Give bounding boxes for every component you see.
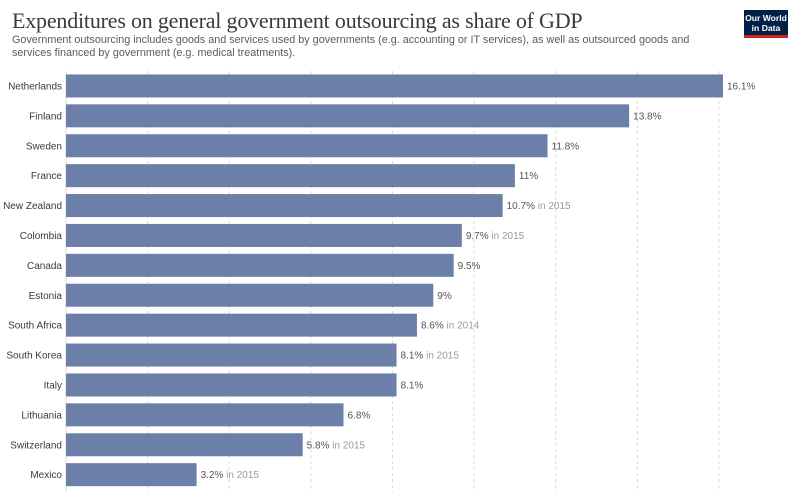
value-label: 16.1%	[727, 81, 755, 92]
value-label: 5.8% in 2015	[307, 440, 366, 451]
logo-line-2: in Data	[751, 22, 781, 33]
bar[interactable]	[66, 74, 723, 98]
chart-title: Expenditures on general government outso…	[12, 8, 583, 33]
value-label: 3.2% in 2015	[201, 470, 260, 481]
value-label: 9.7% in 2015	[466, 231, 525, 242]
value-label: 9%	[437, 291, 452, 302]
category-label: Finland	[29, 111, 62, 122]
bar-row[interactable]: France 11%	[31, 164, 538, 188]
bar-row[interactable]: Estonia 9%	[29, 283, 452, 307]
bar[interactable]	[66, 463, 197, 487]
bar[interactable]	[66, 403, 344, 427]
value-label: 10.7% in 2015	[507, 201, 571, 212]
bar-row[interactable]: Sweden 11.8%	[26, 134, 580, 158]
bar-row[interactable]: Finland 13.8%	[29, 104, 662, 128]
value-label: 9.5%	[458, 261, 481, 272]
category-label: South Africa	[8, 321, 62, 332]
chart-subtitle: Government outsourcing includes goods an…	[12, 34, 690, 59]
bars: Netherlands 16.1% Finland 13.8% Sweden 11.8% F…	[3, 74, 755, 487]
bar[interactable]	[66, 253, 454, 277]
value-label: 13.8%	[633, 111, 661, 122]
bar-row[interactable]: Canada 9.5%	[27, 253, 481, 277]
bar[interactable]	[66, 223, 462, 247]
logo-stripe	[744, 35, 788, 38]
category-label: Sweden	[26, 141, 62, 152]
year-note: in 2015	[535, 201, 571, 212]
year-note: in 2014	[444, 321, 480, 332]
bar[interactable]	[66, 194, 503, 218]
bar-row[interactable]: Netherlands 16.1%	[8, 74, 755, 98]
bar[interactable]	[66, 373, 397, 397]
bar[interactable]	[66, 313, 417, 337]
category-label: Lithuania	[21, 410, 62, 421]
logo-line-1: Our World	[745, 13, 787, 23]
value-label: 6.8%	[347, 410, 370, 421]
category-label: Colombia	[20, 231, 63, 242]
category-label: Switzerland	[10, 440, 62, 451]
year-note: in 2015	[489, 231, 525, 242]
category-label: Italy	[44, 380, 62, 391]
bar-row[interactable]: Lithuania 6.8%	[21, 403, 370, 427]
bar[interactable]	[66, 164, 515, 188]
bar-row[interactable]: Colombia 9.7% in 2015	[20, 223, 525, 247]
category-label: Estonia	[29, 291, 63, 302]
bar-row[interactable]: South Africa 8.6% in 2014	[8, 313, 480, 337]
value-label: 8.1%	[401, 380, 424, 391]
year-note: in 2015	[423, 351, 459, 362]
bar-row[interactable]: Switzerland 5.8% in 2015	[10, 433, 366, 457]
category-label: South Korea	[6, 351, 62, 362]
grid-lines	[65, 71, 720, 492]
bar-row[interactable]: South Korea 8.1% in 2015	[6, 343, 460, 367]
value-label: 8.1% in 2015	[401, 351, 460, 362]
category-label: New Zealand	[3, 201, 62, 212]
year-note: in 2015	[329, 440, 365, 451]
category-label: France	[31, 171, 63, 182]
category-label: Mexico	[30, 470, 62, 481]
bar[interactable]	[66, 433, 303, 457]
bar-row[interactable]: New Zealand 10.7% in 2015	[3, 194, 571, 218]
value-label: 11%	[519, 171, 538, 182]
our-world-in-data-logo[interactable]: Our World in Data	[744, 10, 788, 38]
bar[interactable]	[66, 134, 548, 158]
bar[interactable]	[66, 104, 630, 128]
bar-row[interactable]: Italy 8.1%	[44, 373, 424, 397]
value-label: 8.6% in 2014	[421, 321, 480, 332]
bar[interactable]	[66, 283, 434, 307]
category-label: Canada	[27, 261, 62, 272]
category-label: Netherlands	[8, 81, 62, 92]
bar-row[interactable]: Mexico 3.2% in 2015	[30, 463, 260, 487]
value-label: 11.8%	[552, 141, 580, 152]
bar[interactable]	[66, 343, 397, 367]
year-note: in 2015	[223, 470, 259, 481]
